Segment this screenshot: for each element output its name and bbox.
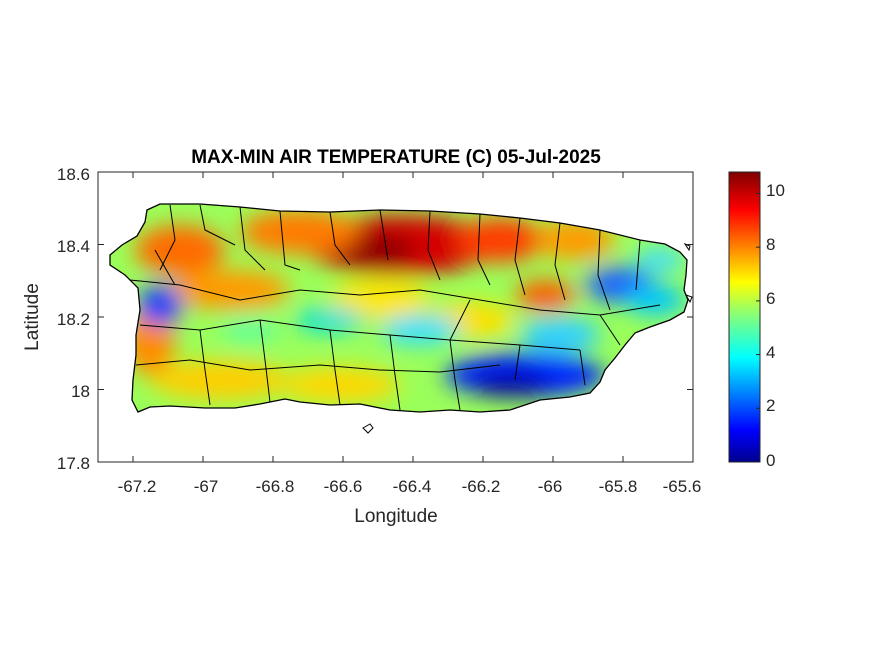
map-title: MAX-MIN AIR TEMPERATURE (C) 05-Jul-2025 [191,147,601,168]
y-axis-ticks [98,171,693,463]
x-tick-label: -66.4 [393,477,432,496]
x-tick-label: -67.2 [118,477,157,496]
x-tick-label: -65.8 [599,477,638,496]
x-tick-label: -66 [538,477,563,496]
caja-de-muertos-island [362,423,374,434]
y-tick-label: 18.4 [57,237,90,256]
colorbar-tick-label: 8 [766,235,775,254]
colorbar-tick-label: 10 [766,181,785,200]
colorbar-ticks [756,192,760,463]
y-tick-label: 17.8 [57,454,90,473]
x-tick-label: -67 [194,477,219,496]
colorbar [728,171,761,463]
x-axis-label: Longitude [354,506,437,527]
colorbar-tick-label: 4 [766,343,775,362]
colorbar-tick-label: 6 [766,289,775,308]
x-tick-label: -66.8 [256,477,295,496]
municipal-boundaries [109,203,689,413]
colorbar-tick-label: 0 [766,451,775,470]
x-axis-ticks [132,172,694,462]
colorbar-tick-label: 2 [766,396,775,415]
y-tick-label: 18.6 [57,165,90,184]
x-tick-label: -66.2 [462,477,501,496]
y-tick-label: 18.2 [57,310,90,329]
small-islet [684,294,693,304]
y-axis-label: Latitude [22,283,43,351]
y-tick-label: 18 [71,382,90,401]
x-tick-label: -65.6 [663,477,702,496]
x-tick-label: -66.6 [324,477,363,496]
